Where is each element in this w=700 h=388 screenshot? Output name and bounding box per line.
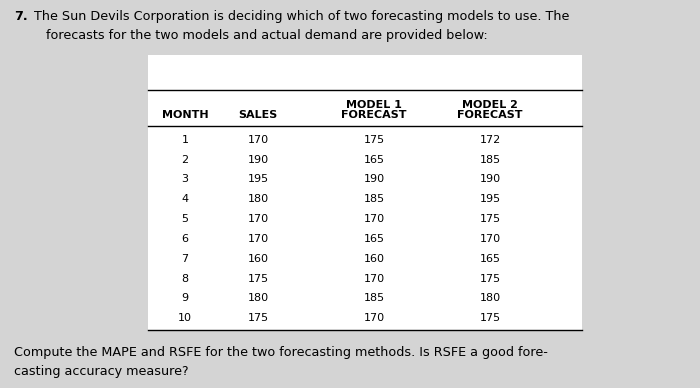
Text: 170: 170	[363, 214, 384, 224]
Text: 175: 175	[363, 135, 384, 145]
Text: 185: 185	[363, 194, 384, 204]
Text: 5: 5	[181, 214, 188, 224]
Text: FORECAST: FORECAST	[457, 110, 523, 120]
Text: 170: 170	[363, 274, 384, 284]
Text: 170: 170	[480, 234, 500, 244]
Text: 180: 180	[247, 194, 269, 204]
Text: 7: 7	[181, 254, 188, 264]
Text: 2: 2	[181, 155, 188, 165]
Text: 7.: 7.	[14, 10, 27, 23]
Text: 190: 190	[363, 175, 384, 185]
Text: MONTH: MONTH	[162, 110, 209, 120]
Text: 6: 6	[181, 234, 188, 244]
Text: 160: 160	[248, 254, 269, 264]
Text: 175: 175	[480, 274, 500, 284]
Text: 195: 195	[247, 175, 269, 185]
Text: 1: 1	[181, 135, 188, 145]
Text: 170: 170	[247, 135, 269, 145]
Text: 185: 185	[363, 293, 384, 303]
Text: 180: 180	[247, 293, 269, 303]
Text: 195: 195	[480, 194, 500, 204]
Text: Compute the MAPE and RSFE for the two forecasting methods. Is RSFE a good fore-
: Compute the MAPE and RSFE for the two fo…	[14, 346, 548, 378]
Text: FORECAST: FORECAST	[342, 110, 407, 120]
Text: 165: 165	[480, 254, 500, 264]
Text: 172: 172	[480, 135, 500, 145]
Text: MODEL 2: MODEL 2	[462, 100, 518, 110]
Text: 8: 8	[181, 274, 188, 284]
Text: 190: 190	[247, 155, 269, 165]
Text: 185: 185	[480, 155, 500, 165]
Text: SALES: SALES	[239, 110, 278, 120]
Text: The Sun Devils Corporation is deciding which of two forecasting models to use. T: The Sun Devils Corporation is deciding w…	[34, 10, 569, 42]
Text: 175: 175	[480, 214, 500, 224]
Text: 175: 175	[247, 274, 269, 284]
Text: 4: 4	[181, 194, 188, 204]
Text: MODEL 1: MODEL 1	[346, 100, 402, 110]
Text: 170: 170	[247, 234, 269, 244]
Text: 160: 160	[363, 254, 384, 264]
Text: 9: 9	[181, 293, 188, 303]
Text: 170: 170	[363, 313, 384, 323]
Text: 165: 165	[363, 234, 384, 244]
Text: 3: 3	[181, 175, 188, 185]
Text: 175: 175	[480, 313, 500, 323]
Text: 170: 170	[247, 214, 269, 224]
Text: 180: 180	[480, 293, 500, 303]
Text: 190: 190	[480, 175, 500, 185]
Text: 165: 165	[363, 155, 384, 165]
Text: 10: 10	[178, 313, 192, 323]
Text: 175: 175	[247, 313, 269, 323]
